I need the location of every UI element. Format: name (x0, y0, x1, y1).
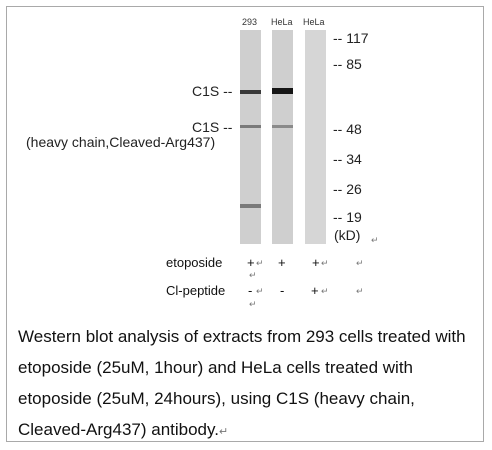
figure-frame (6, 6, 484, 442)
band-label-c1s: C1S -- (192, 83, 233, 99)
cl-peptide-lane-3: + (311, 283, 319, 298)
band-c1s-heavy (272, 125, 293, 128)
etoposide-lane-2: + (278, 255, 286, 270)
return-mark: ↵ (249, 299, 257, 309)
band-c1s-heavy (240, 125, 261, 128)
etoposide-lane-1: + (247, 255, 255, 270)
band-label-c1s-heavy: C1S -- (192, 119, 233, 135)
blot-lane-293 (240, 30, 261, 244)
return-mark: ↵ (256, 258, 264, 268)
lane-label-hela-2: HeLa (303, 17, 325, 27)
lane-label-293: 293 (242, 17, 258, 27)
return-mark: ↵ (356, 258, 364, 268)
band-c1s (272, 88, 293, 94)
etoposide-lane-3: + (312, 255, 320, 270)
band-c1s (240, 90, 261, 94)
band-label-c1s-heavy-subtitle: (heavy chain,Cleaved-Arg437) (26, 134, 216, 150)
mw-marker-85: -- 85 (333, 56, 362, 72)
mw-marker-26: -- 26 (333, 181, 362, 197)
etoposide-label: etoposide (166, 255, 223, 270)
return-mark: ↵ (256, 286, 264, 296)
return-mark: ↵ (371, 235, 379, 245)
mw-marker-48: -- 48 (333, 121, 362, 137)
caption-text: Western blot analysis of extracts from 2… (18, 327, 466, 439)
return-mark: ↵ (249, 270, 257, 280)
return-mark: ↵ (321, 258, 329, 268)
mw-marker-117: -- 117 (333, 30, 369, 46)
mw-marker-19: -- 19 (333, 209, 362, 225)
mw-unit: (kD) (334, 227, 361, 243)
return-mark: ↵ (321, 286, 329, 296)
figure-caption: Western blot analysis of extracts from 2… (18, 321, 483, 448)
return-mark: ↵ (218, 426, 229, 438)
blot-lane-hela-1 (272, 30, 293, 244)
blot-lane-hela-2 (305, 30, 326, 244)
mw-marker-34: -- 34 (333, 151, 362, 167)
cl-peptide-label: Cl-peptide (166, 283, 226, 298)
return-mark: ↵ (356, 286, 364, 296)
cl-peptide-lane-1: - (248, 283, 253, 298)
cl-peptide-lane-2: - (280, 283, 285, 298)
lane-label-hela-1: HeLa (271, 17, 293, 27)
band-low (240, 204, 261, 208)
